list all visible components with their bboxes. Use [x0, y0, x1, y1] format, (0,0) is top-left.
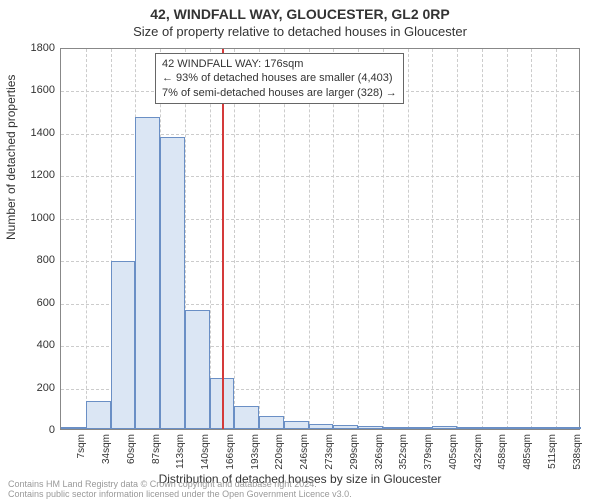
grid-line-v [507, 49, 508, 429]
histogram-bar [309, 424, 334, 429]
histogram-bar [531, 427, 556, 429]
grid-line-v [383, 49, 384, 429]
x-tick-label: 193sqm [250, 434, 261, 478]
x-tick-label: 273sqm [324, 434, 335, 478]
y-tick-label: 1600 [5, 84, 55, 96]
histogram-bar [111, 261, 136, 429]
x-tick-label: 458sqm [497, 434, 508, 478]
x-tick-label: 7sqm [76, 434, 87, 478]
histogram-bar [86, 401, 111, 429]
histogram-bar [383, 427, 408, 429]
plot-area: 42 WINDFALL WAY: 176sqm← 93% of detached… [60, 48, 580, 430]
y-tick-label: 1800 [5, 42, 55, 54]
grid-line-v [358, 49, 359, 429]
footer-attribution: Contains HM Land Registry data © Crown c… [8, 480, 352, 500]
x-tick-label: 405sqm [448, 434, 459, 478]
grid-line-v [457, 49, 458, 429]
x-tick-label: 538sqm [572, 434, 583, 478]
y-tick-label: 200 [5, 382, 55, 394]
histogram-bar [482, 427, 507, 429]
grid-line-v [86, 49, 87, 429]
footer-line-2: Contains public sector information licen… [8, 490, 352, 500]
histogram-bar [284, 421, 309, 429]
histogram-chart: 42, WINDFALL WAY, GLOUCESTER, GL2 0RP Si… [0, 0, 600, 500]
y-tick-label: 1200 [5, 169, 55, 181]
y-tick-label: 600 [5, 297, 55, 309]
y-tick-label: 1400 [5, 127, 55, 139]
histogram-bar [333, 425, 358, 429]
histogram-bar [135, 117, 160, 429]
histogram-bar [408, 427, 433, 429]
histogram-bar [457, 427, 482, 429]
grid-line-v [234, 49, 235, 429]
y-tick-label: 800 [5, 254, 55, 266]
histogram-bar [259, 416, 284, 429]
y-tick-label: 0 [5, 424, 55, 436]
grid-line-v [408, 49, 409, 429]
chart-title: 42, WINDFALL WAY, GLOUCESTER, GL2 0RP [0, 0, 600, 22]
grid-line-v [432, 49, 433, 429]
annotation-line: ← 93% of detached houses are smaller (4,… [162, 71, 397, 85]
x-tick-label: 379sqm [423, 434, 434, 478]
reference-line [222, 49, 224, 429]
histogram-bar [234, 406, 259, 429]
chart-subtitle: Size of property relative to detached ho… [0, 22, 600, 39]
x-tick-label: 352sqm [398, 434, 409, 478]
grid-line-v [333, 49, 334, 429]
x-tick-label: 60sqm [126, 434, 137, 478]
x-tick-label: 113sqm [175, 434, 186, 478]
y-tick-label: 1000 [5, 212, 55, 224]
histogram-bar [358, 426, 383, 429]
x-tick-label: 87sqm [151, 434, 162, 478]
histogram-bar [160, 137, 185, 429]
y-tick-label: 400 [5, 339, 55, 351]
x-tick-label: 299sqm [349, 434, 360, 478]
annotation-box: 42 WINDFALL WAY: 176sqm← 93% of detached… [155, 53, 404, 104]
histogram-bar [432, 426, 457, 429]
annotation-line: 42 WINDFALL WAY: 176sqm [162, 57, 397, 71]
histogram-bar [507, 427, 532, 429]
grid-line-v [210, 49, 211, 429]
grid-line-v [284, 49, 285, 429]
x-tick-label: 432sqm [473, 434, 484, 478]
histogram-bar [61, 427, 86, 429]
grid-line-v [482, 49, 483, 429]
x-tick-label: 220sqm [274, 434, 285, 478]
grid-line-v [259, 49, 260, 429]
x-tick-label: 485sqm [522, 434, 533, 478]
grid-line-v [531, 49, 532, 429]
x-tick-label: 34sqm [101, 434, 112, 478]
x-tick-label: 511sqm [547, 434, 558, 478]
histogram-bar [556, 427, 581, 429]
histogram-bar [185, 310, 210, 429]
grid-line-v [556, 49, 557, 429]
grid-line-v [309, 49, 310, 429]
annotation-line: 7% of semi-detached houses are larger (3… [162, 86, 397, 100]
x-tick-label: 326sqm [374, 434, 385, 478]
x-tick-label: 246sqm [299, 434, 310, 478]
x-tick-label: 140sqm [200, 434, 211, 478]
x-tick-label: 166sqm [225, 434, 236, 478]
